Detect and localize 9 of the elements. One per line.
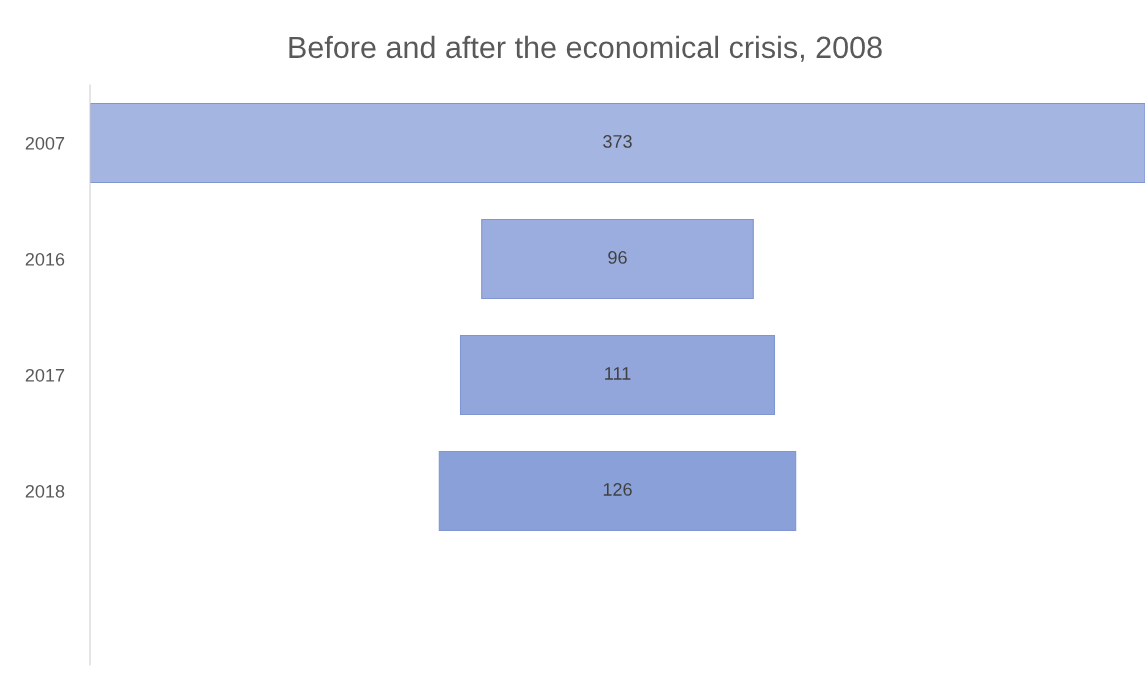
text: Before and after the economical crisis, 2008 xyxy=(289,35,882,62)
data-label: 111 xyxy=(605,367,631,380)
data-label: 126 xyxy=(603,483,632,496)
data-label: 373 xyxy=(603,135,632,148)
category-label: 2016 xyxy=(25,252,65,266)
data-label: 96 xyxy=(608,251,627,264)
category-label: 2018 xyxy=(25,484,65,498)
category-label: 2017 xyxy=(25,368,65,382)
category-label: 2007 xyxy=(25,136,65,150)
